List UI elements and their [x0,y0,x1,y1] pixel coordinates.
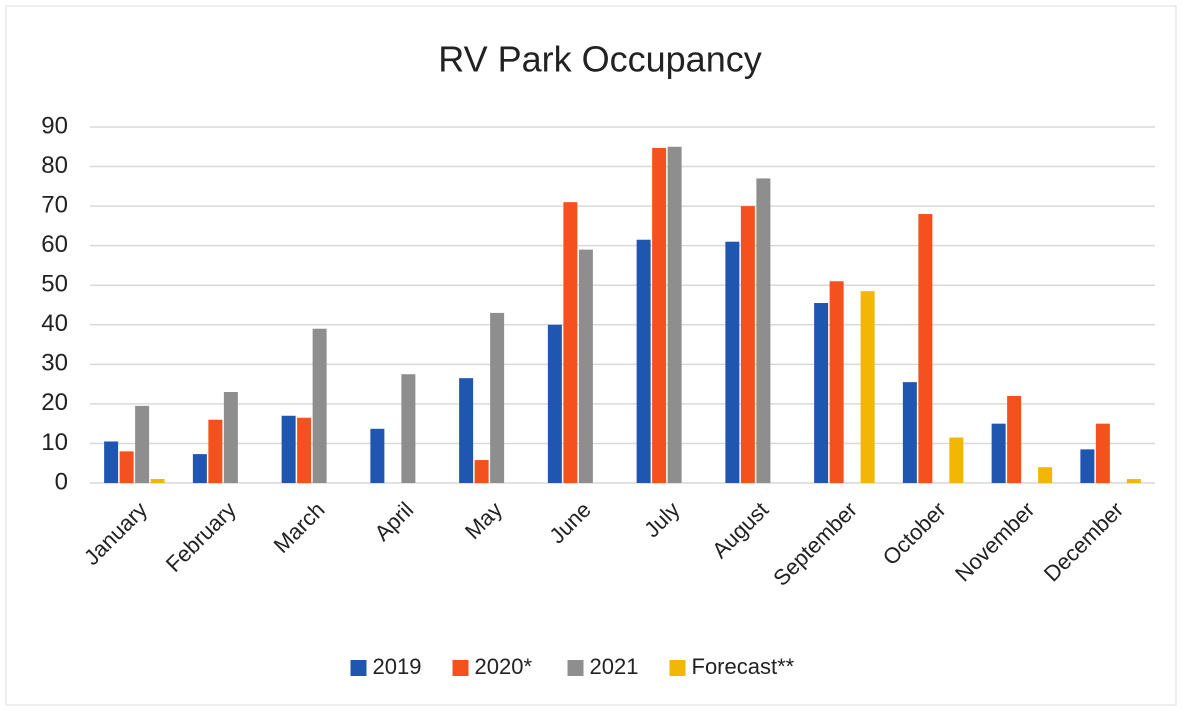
bar [1095,423,1110,483]
y-tick-label: 20 [41,389,68,416]
chart-title: RV Park Occupancy [438,39,761,80]
legend-swatch [452,660,469,676]
y-tick-label: 30 [41,350,68,377]
bar [756,178,771,483]
bar [459,378,474,483]
bar [135,405,150,483]
bar [949,437,964,483]
y-tick-label: 80 [41,152,68,179]
legend-label: 2020* [475,654,533,679]
bar [902,382,917,483]
bar [667,146,682,483]
bar [563,202,578,483]
bar [725,241,740,483]
legend-label: 2019 [373,654,422,679]
bar [119,451,134,483]
y-tick-label: 70 [41,191,68,218]
bar [1126,479,1141,483]
bar [192,454,207,483]
bar [281,415,296,483]
legend-label: Forecast** [692,654,795,679]
bar [652,147,667,483]
bar [636,239,651,483]
bar [991,423,1006,483]
bar [1007,395,1022,483]
bar [1080,449,1095,483]
bar [474,460,489,483]
bar [740,206,755,483]
y-tick-label: 60 [41,231,68,258]
bar [208,419,223,483]
y-tick-label: 0 [55,468,68,495]
bar [223,392,238,483]
bar [918,214,933,483]
legend-swatch [567,660,584,676]
bar [401,374,416,483]
y-tick-label: 40 [41,310,68,337]
bar [312,328,327,483]
y-tick-label: 10 [41,429,68,456]
legend-label: 2021 [590,654,639,679]
bar [829,281,844,483]
y-tick-label: 90 [41,112,68,139]
bar [490,312,505,483]
legend-swatch [350,660,367,676]
bar [547,324,562,483]
bar [814,303,829,483]
bar [150,479,165,483]
bar [1038,467,1053,483]
bar [297,417,312,483]
bar [860,291,875,483]
y-tick-label: 50 [41,271,68,298]
bar [578,249,593,483]
legend-swatch [669,660,686,676]
bar [370,428,385,483]
bar [104,441,119,483]
